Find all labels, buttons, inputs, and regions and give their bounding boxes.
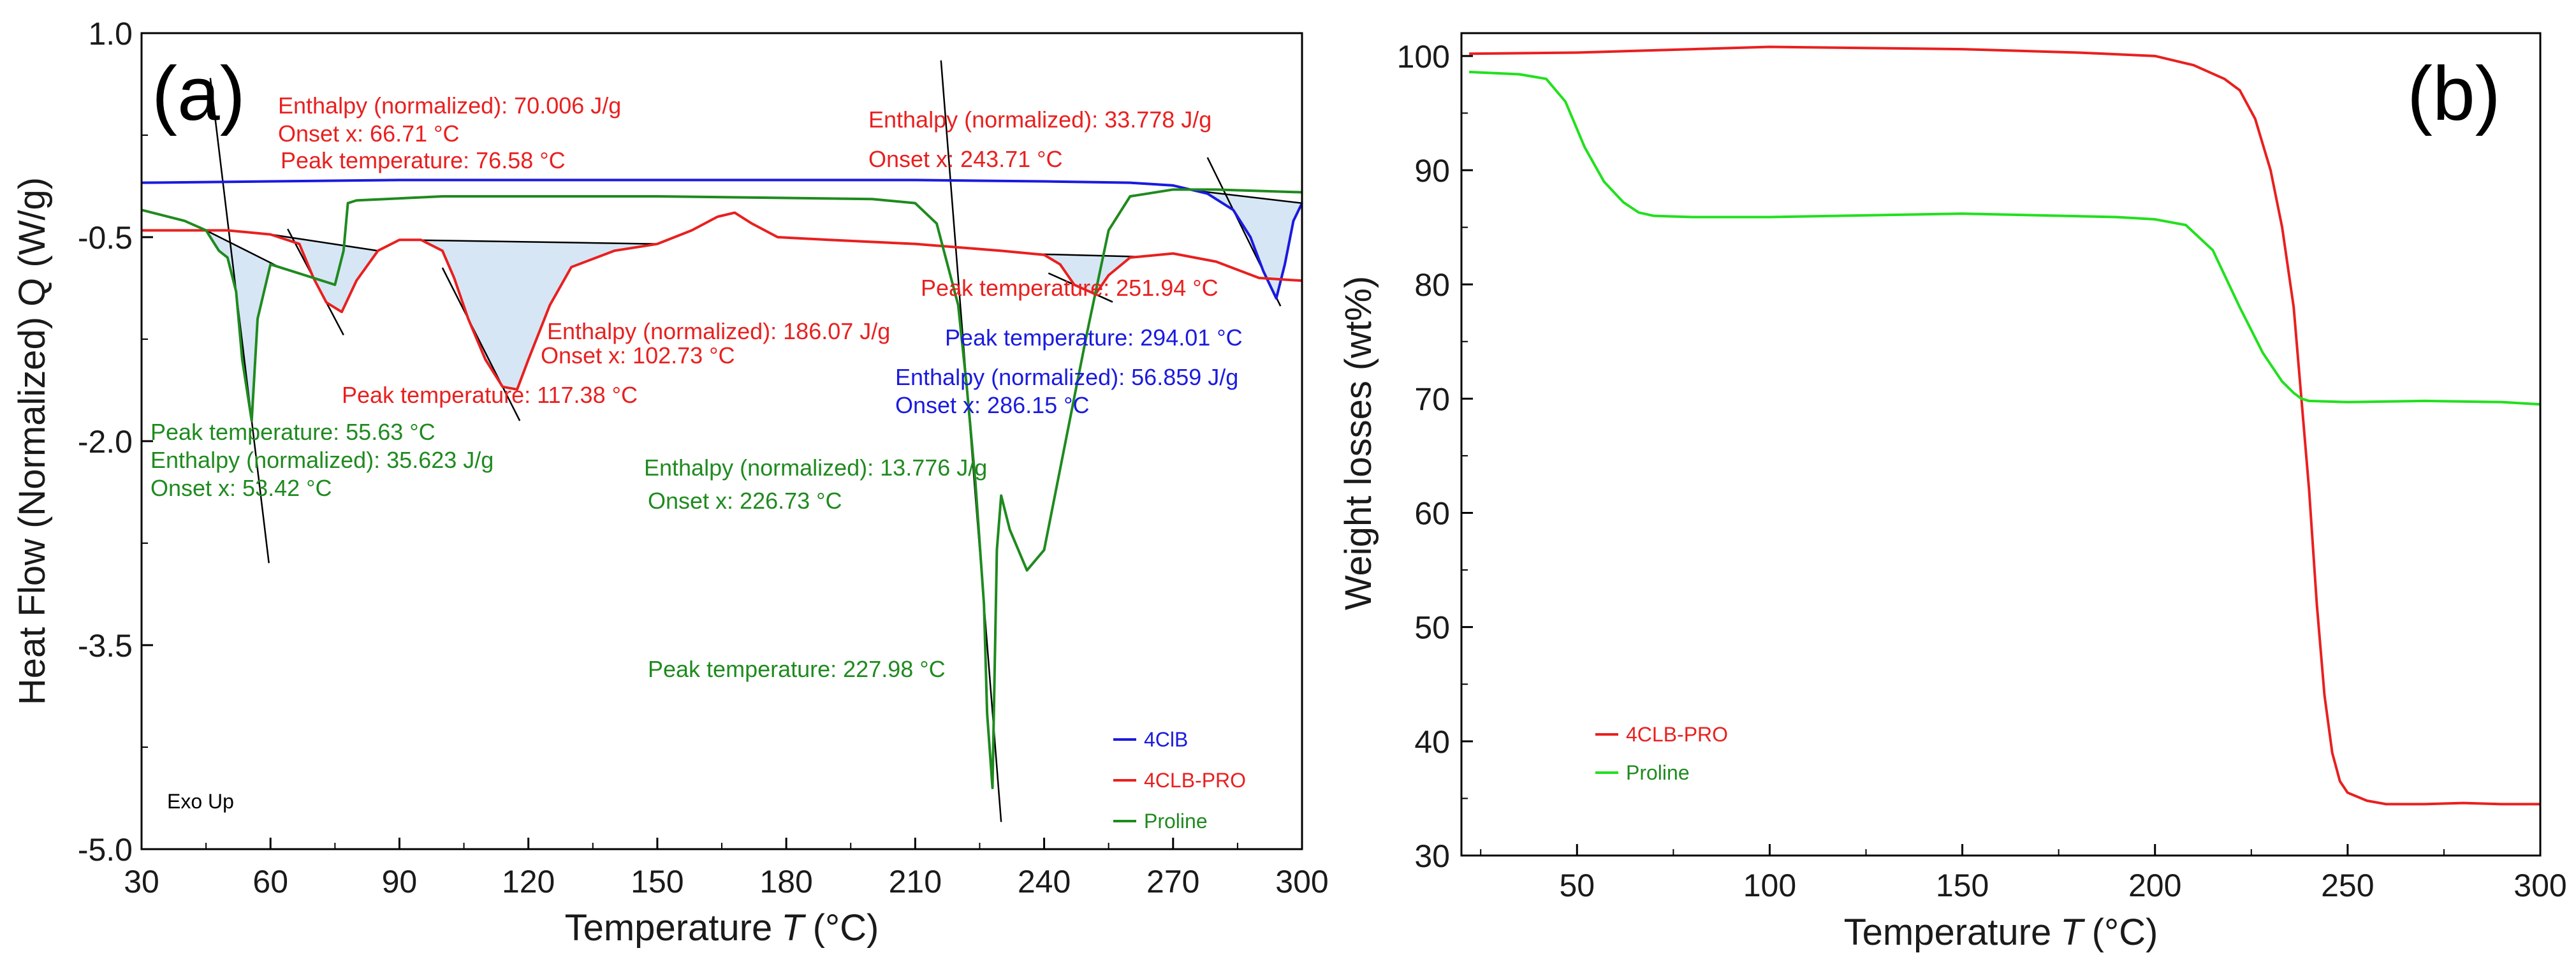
annotation-label: Enthalpy (normalized): 33.778 J/g — [868, 106, 1211, 133]
x-axis-label-a-unit: (°C) — [813, 907, 879, 949]
x-axis-label-b-unit: (°C) — [2092, 912, 2158, 953]
peak-area — [270, 234, 378, 312]
y-tick-label-b: 80 — [1414, 267, 1450, 303]
y-tick-label-a: -2.0 — [78, 424, 133, 460]
integration-baseline — [399, 239, 657, 245]
x-tick-label-b: 50 — [1559, 868, 1595, 903]
series-line-a-1 — [142, 211, 1303, 391]
annotation-label: Peak temperature: 117.38 °C — [342, 382, 638, 408]
plot-frame-b — [1460, 32, 2542, 857]
x-tick-label-b: 250 — [2321, 868, 2374, 903]
legend-b: 4CLB-PRO Proline — [1595, 723, 1728, 784]
x-tick-label-a: 150 — [631, 864, 684, 900]
y-tick-label-a: 1.0 — [88, 16, 133, 52]
annotation-label: Peak temperature: 55.63 °C — [150, 419, 435, 445]
x-tick-label-a: 300 — [1275, 864, 1328, 900]
x-axis-label-b-symbol: T — [2060, 912, 2085, 953]
x-tick-label-b: 200 — [2128, 868, 2181, 903]
legend-a: 4ClB 4CLB-PRO Proline — [1113, 728, 1246, 833]
y-tick-label-a: -5.0 — [78, 832, 133, 868]
panel-label-a: (a) — [152, 51, 245, 136]
y-tick-label-b: 40 — [1414, 724, 1450, 760]
legend-label-a: Proline — [1144, 810, 1208, 833]
annotation-label: Peak temperature: 294.01 °C — [945, 324, 1243, 351]
legend-label-b: Proline — [1626, 761, 1690, 784]
annotation-label: Enthalpy (normalized): 13.776 J/g — [644, 455, 987, 481]
annotation-label: Enthalpy (normalized): 35.623 J/g — [150, 447, 494, 473]
annotation-label: Onset x: 226.73 °C — [648, 488, 842, 514]
annotation-label: Enthalpy (normalized): 56.859 J/g — [895, 364, 1238, 390]
series-line-a-2 — [141, 188, 1303, 789]
x-tick-label-b: 300 — [2514, 868, 2566, 903]
x-tick-label-a: 210 — [889, 864, 942, 900]
chart-panel-a: 30 60 90 120 150 180 210 240 270 300 1.0 -0.5 -2.0 -… — [11, 16, 1329, 949]
peak-area — [399, 240, 657, 390]
x-tick-label-b: 100 — [1743, 868, 1796, 903]
y-tick-label-b: 30 — [1414, 838, 1450, 874]
x-axis-label-a-symbol: T — [781, 907, 806, 949]
x-axis-label-b-text: Temperature — [1844, 912, 2052, 953]
annotation-label: Onset x: 66.71 °C — [278, 120, 460, 147]
y-axis-label-a: Heat Flow (Normalized) Q (W/g) — [11, 177, 53, 705]
series-line-a-0 — [141, 178, 1303, 300]
integration-baseline — [270, 233, 378, 252]
annotation-label: Onset x: 286.15 °C — [895, 392, 1090, 418]
x-tick-label-a: 270 — [1146, 864, 1199, 900]
peak-area — [206, 230, 279, 418]
y-axis-label-b: Weight losses (wt%) — [1338, 276, 1379, 610]
panel-label-b: (b) — [2407, 51, 2501, 136]
series-line-b-0 — [1469, 45, 2540, 806]
legend-label-b: 4CLB-PRO — [1626, 723, 1728, 746]
y-tick-label-a: -3.5 — [78, 628, 133, 664]
integration-baseline — [1036, 253, 1139, 258]
x-axis-label-a: Temperature T (°C) — [565, 907, 879, 949]
x-tick-label-a: 240 — [1018, 864, 1071, 900]
y-tick-label-b: 70 — [1414, 381, 1450, 417]
y-tick-label-b: 50 — [1414, 610, 1450, 646]
integration-baseline — [1194, 189, 1303, 204]
x-tick-label-a: 30 — [124, 864, 159, 900]
y-tick-label-b: 100 — [1397, 39, 1450, 75]
annotation-label: Enthalpy (normalized): 70.006 J/g — [278, 92, 621, 119]
y-tick-label-b: 90 — [1414, 153, 1450, 189]
x-tick-label-a: 180 — [759, 864, 812, 900]
legend-label-a: 4ClB — [1144, 728, 1188, 751]
annotation-label: Enthalpy (normalized): 186.07 J/g — [547, 318, 890, 344]
x-tick-label-a: 120 — [502, 864, 555, 900]
y-tick-label-a: -0.5 — [78, 220, 133, 256]
annotation-label: Onset x: 102.73 °C — [541, 342, 735, 368]
annotation-label: Onset x: 243.71 °C — [868, 146, 1063, 172]
peak-area — [1194, 190, 1302, 298]
series-line-b-1 — [1468, 70, 2541, 406]
x-tick-label-a: 60 — [252, 864, 288, 900]
integration-baseline — [205, 229, 280, 268]
exo-up-note: Exo Up — [167, 790, 234, 813]
annotation-label: Peak temperature: 251.94 °C — [921, 275, 1218, 301]
x-axis-label-a-text: Temperature — [565, 907, 773, 949]
x-tick-label-a: 90 — [382, 864, 418, 900]
legend-label-a: 4CLB-PRO — [1144, 769, 1246, 792]
x-tick-label-b: 150 — [1936, 868, 1989, 903]
annotation-label: Peak temperature: 227.98 °C — [648, 656, 946, 682]
x-axis-label-b: Temperature T (°C) — [1844, 912, 2158, 953]
annotation-label: Peak temperature: 76.58 °C — [281, 147, 566, 173]
annotation-label: Onset x: 53.42 °C — [150, 475, 332, 501]
onset-tangent — [441, 267, 521, 421]
y-tick-label-b: 60 — [1414, 496, 1450, 532]
